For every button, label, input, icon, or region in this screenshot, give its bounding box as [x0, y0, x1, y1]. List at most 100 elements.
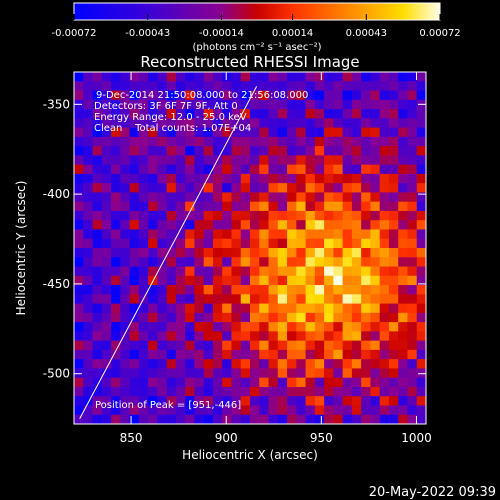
heatmap-cell — [148, 201, 158, 212]
heatmap-cell — [388, 155, 399, 166]
heatmap-cell — [324, 257, 334, 268]
heatmap-cell — [166, 127, 177, 138]
heatmap-cell — [416, 136, 426, 147]
heatmap-cell — [111, 248, 121, 258]
heatmap-cell — [101, 331, 112, 342]
heatmap-cell — [351, 322, 362, 332]
heatmap-cell — [222, 72, 233, 82]
heatmap-cell — [101, 173, 112, 184]
heatmap-cell — [157, 275, 168, 286]
heatmap-cell — [361, 173, 372, 184]
heatmap-cell — [398, 349, 409, 360]
heatmap-cell — [74, 405, 84, 416]
heatmap-cell — [185, 99, 196, 110]
heatmap-cell — [231, 359, 242, 370]
heatmap-cell — [324, 81, 334, 92]
heatmap-cell — [138, 72, 149, 82]
heatmap-cell — [222, 303, 233, 314]
heatmap-cell — [111, 183, 121, 194]
heatmap-cell — [120, 99, 131, 110]
heatmap-cell — [250, 201, 260, 212]
heatmap-cell — [148, 285, 158, 295]
heatmap-cell — [231, 210, 242, 221]
heatmap-cell — [129, 99, 140, 110]
heatmap-cell — [361, 81, 372, 92]
heatmap-cell — [148, 248, 158, 258]
colorbar-ticks: -0.00072 -0.00043 -0.00014 0.00014 0.00043 0.… — [52, 14, 461, 39]
heatmap-cell — [287, 72, 297, 82]
heatmap-cell — [212, 303, 223, 314]
heatmap-cell — [129, 257, 140, 268]
heatmap-cell — [138, 210, 149, 221]
heatmap-cell — [351, 294, 362, 305]
heatmap-cell — [231, 81, 242, 92]
heatmap-cell — [222, 331, 233, 342]
heatmap-cell — [231, 220, 242, 231]
heatmap-cell — [120, 312, 131, 323]
heatmap-cell — [250, 257, 260, 268]
heatmap-cell — [398, 127, 409, 138]
heatmap-cell — [92, 359, 103, 370]
heatmap-cell — [120, 285, 131, 295]
heatmap-cell — [203, 340, 214, 351]
heatmap-cell — [259, 266, 270, 277]
heatmap-cell — [268, 331, 279, 342]
heatmap-cell — [407, 127, 418, 138]
heatmap-cell — [92, 118, 103, 129]
heatmap-cell — [277, 266, 288, 277]
heatmap-cell — [222, 359, 233, 370]
heatmap-cell — [416, 155, 426, 166]
heatmap-cell — [342, 322, 353, 332]
heatmap-cell — [305, 285, 316, 295]
colorbar-tick-label: 0.00043 — [346, 28, 387, 39]
heatmap-cell — [92, 414, 103, 424]
heatmap-cell — [268, 127, 279, 138]
heatmap-cell — [351, 257, 362, 268]
heatmap-cell — [83, 99, 94, 110]
heatmap-cell — [277, 294, 288, 305]
heatmap-cell — [361, 303, 372, 314]
heatmap-cell — [101, 155, 112, 166]
heatmap-cell — [416, 118, 426, 129]
heatmap-cell — [138, 312, 149, 323]
heatmap-cell — [398, 164, 409, 175]
heatmap-cell — [74, 414, 84, 424]
heatmap-cell — [324, 173, 334, 184]
heatmap-cell — [333, 238, 344, 249]
heatmap-cell — [333, 127, 344, 138]
heatmap-cell — [250, 322, 260, 332]
annotation-energy-range: Energy Range: 12.0 - 25.0 keV — [94, 112, 247, 123]
heatmap-cell — [222, 90, 233, 101]
heatmap-cell — [314, 340, 325, 351]
heatmap-cell — [388, 359, 399, 370]
heatmap-cell — [212, 257, 223, 268]
heatmap-cell — [342, 72, 353, 82]
heatmap-cell — [83, 81, 94, 92]
heatmap-cell — [388, 322, 399, 332]
heatmap-cell — [157, 377, 168, 388]
heatmap-cell — [222, 266, 233, 277]
heatmap-cell — [287, 368, 297, 379]
heatmap-cell — [398, 377, 409, 388]
heatmap-cell — [120, 368, 131, 379]
heatmap-cell — [370, 72, 381, 82]
heatmap-cell — [212, 220, 223, 231]
heatmap-cell — [231, 192, 242, 203]
heatmap-cell — [259, 155, 270, 166]
heatmap-cell — [148, 340, 158, 351]
heatmap-cell — [398, 275, 409, 286]
heatmap-cell — [351, 81, 362, 92]
heatmap-cell — [175, 90, 186, 101]
heatmap-cell — [324, 118, 334, 129]
heatmap-cell — [157, 146, 168, 156]
heatmap-cell — [342, 201, 353, 212]
heatmap-cell — [185, 312, 196, 323]
heatmap-cell — [185, 331, 196, 342]
heatmap-cell — [240, 294, 251, 305]
heatmap-cell — [407, 229, 418, 240]
heatmap-image — [74, 72, 426, 424]
heatmap-cell — [231, 109, 242, 119]
heatmap-cell — [268, 136, 279, 147]
heatmap-cell — [388, 146, 399, 156]
heatmap-cell — [92, 377, 103, 388]
